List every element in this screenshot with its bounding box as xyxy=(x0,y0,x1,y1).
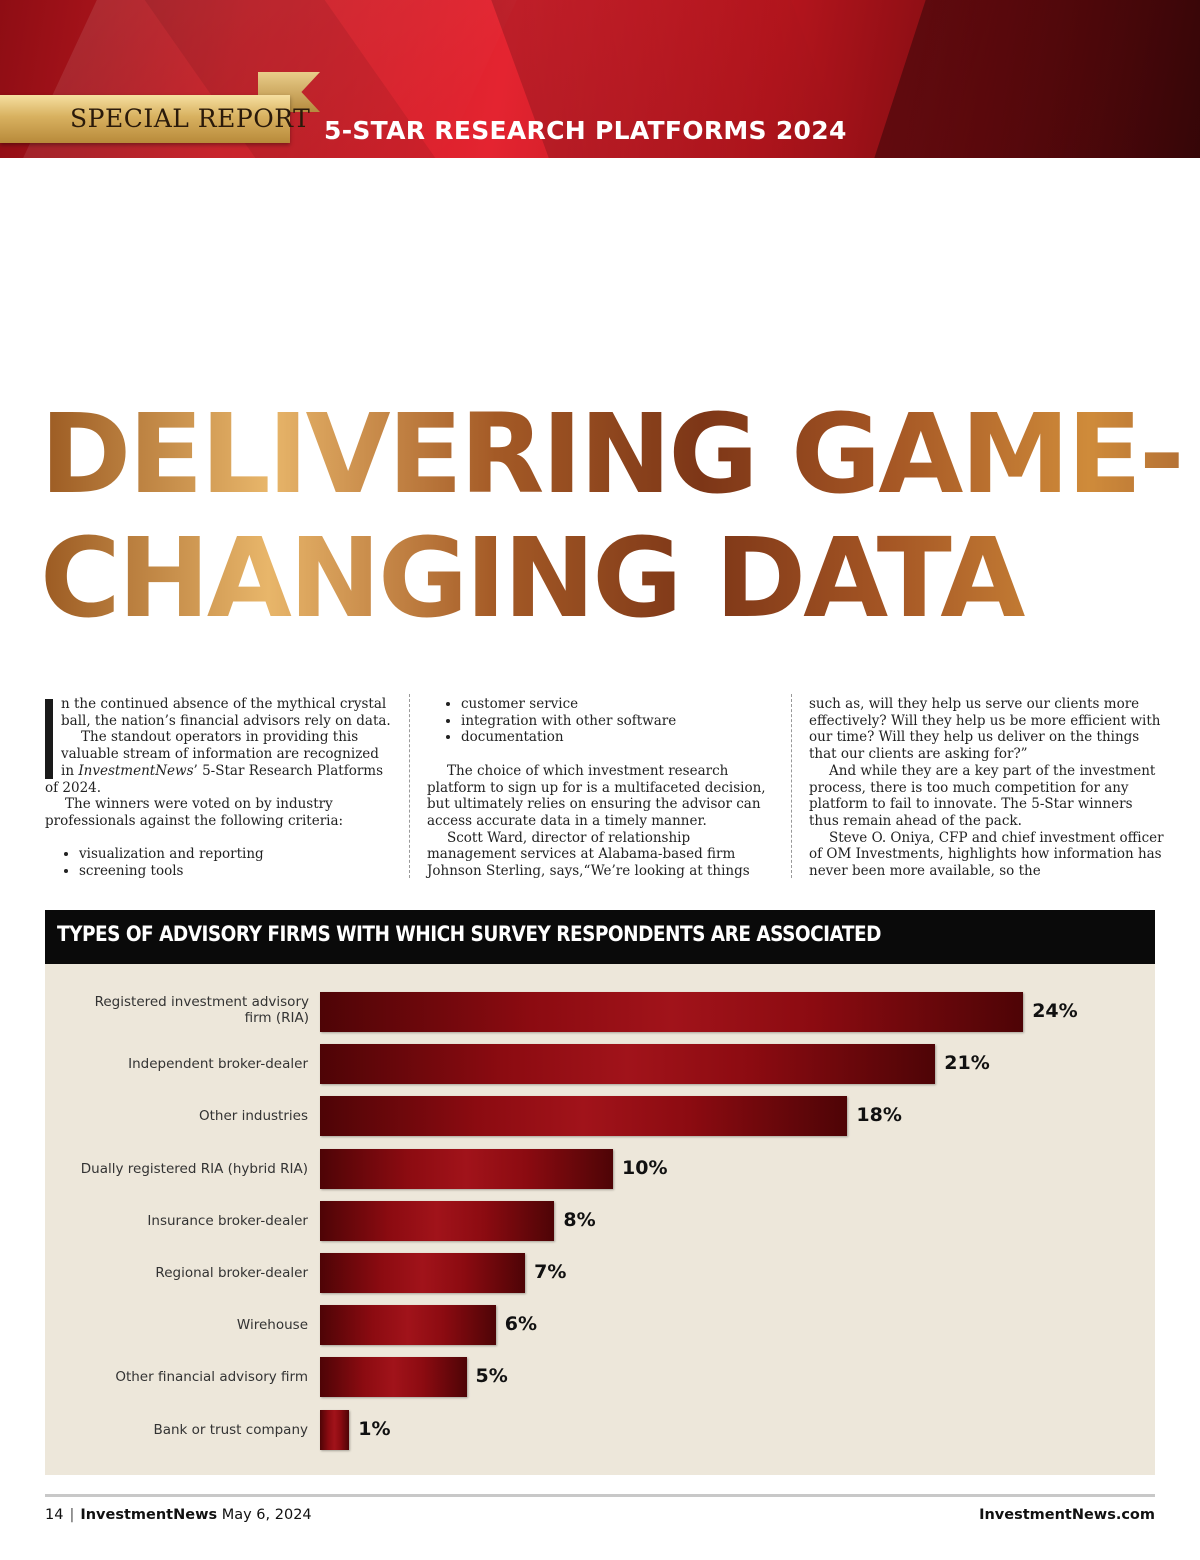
bar-value-label: 18% xyxy=(856,1104,902,1127)
bar-label: Regional broker-dealer xyxy=(155,1265,308,1281)
criteria-list: customer service integration with other … xyxy=(427,696,772,746)
article-column-2: customer service integration with other … xyxy=(427,696,772,880)
bar-label: Wirehouse xyxy=(236,1317,308,1334)
bar-label: Other industries xyxy=(198,1108,308,1125)
paragraph: Scott Ward, director of relationship man… xyxy=(427,829,750,880)
headline-line-2: CHANGING DATA xyxy=(40,514,1023,642)
bar-value-label: 1% xyxy=(358,1417,391,1440)
bar xyxy=(320,992,1024,1032)
list-item: customer service xyxy=(461,696,772,713)
footer-rule xyxy=(45,1494,1155,1497)
bar-value-label: 6% xyxy=(504,1313,538,1336)
criteria-list: visualization and reporting screening to… xyxy=(45,846,395,879)
paragraph: The winners were voted on by industry pr… xyxy=(45,796,344,829)
header-banner: SPECIAL REPORT 5-STAR RESEARCH PLATFORMS… xyxy=(0,0,1200,158)
bar-value-label: 24% xyxy=(1032,1000,1078,1022)
bar xyxy=(320,1409,350,1450)
list-item: visualization and reporting xyxy=(79,846,395,863)
paragraph: Steve O. Oniya, CFP and chief investment… xyxy=(809,829,1164,880)
bar-chart: Registered investment advisory firm (RIA… xyxy=(45,910,1155,1475)
paragraph: The choice of which investment research … xyxy=(427,762,766,829)
bar xyxy=(320,1305,496,1346)
chart-panel: TYPES OF ADVISORY FIRMS WITH WHICH SURVE… xyxy=(45,910,1155,1475)
bar-label: Independent broker-dealer xyxy=(128,1056,308,1073)
page-number: 14 xyxy=(45,1507,64,1523)
paragraph: And while they are a key part of the inv… xyxy=(809,762,1156,829)
series-title: 5-STAR RESEARCH PLATFORMS 2024 xyxy=(324,116,847,145)
publication-name: InvestmentNews xyxy=(80,1507,218,1523)
bar-label: Bank or trust company xyxy=(153,1421,308,1438)
paragraph: n the continued absence of the mythical … xyxy=(61,696,391,729)
bar-value-label: 7% xyxy=(534,1261,567,1283)
page-headline: DELIVERING GAME- CHANGING DATA xyxy=(40,392,1180,640)
paragraph: such as, will they help us serve our cli… xyxy=(809,696,1161,763)
bar xyxy=(320,1096,848,1137)
footer-folio: 14 | InvestmentNews May 6, 2024 xyxy=(45,1507,312,1523)
bar-value-label: 21% xyxy=(944,1052,990,1075)
bar-label: Dually registered RIA (hybrid RIA) xyxy=(80,1160,308,1177)
bar xyxy=(320,1200,555,1241)
bar xyxy=(320,1357,467,1398)
bar-value-label: 5% xyxy=(475,1365,508,1388)
bar xyxy=(320,1148,613,1189)
column-divider xyxy=(791,694,792,878)
bar-value-label: 10% xyxy=(622,1156,668,1179)
paragraph: The standout operators in providing this… xyxy=(45,729,384,796)
drop-cap xyxy=(45,699,53,779)
bar-value-label: 8% xyxy=(563,1208,596,1231)
bar xyxy=(320,1044,936,1085)
issue-date: May 6, 2024 xyxy=(221,1507,312,1523)
bar-label: Insurance broker-dealer xyxy=(147,1212,308,1229)
list-item: screening tools xyxy=(79,863,395,880)
article-column-1: n the continued absence of the mythical … xyxy=(45,696,395,880)
banner-facet xyxy=(874,0,1200,158)
bar-label: Other financial advisory firm xyxy=(115,1369,308,1386)
column-divider xyxy=(409,694,410,878)
bar-label: Registered investment advisory firm (RIA… xyxy=(94,994,309,1026)
headline-line-1: DELIVERING GAME- xyxy=(40,390,1182,518)
article-column-3: such as, will they help us serve our cli… xyxy=(809,696,1164,880)
special-report-label: SPECIAL REPORT xyxy=(70,104,311,133)
bar xyxy=(320,1253,526,1293)
chart-title: TYPES OF ADVISORY FIRMS WITH WHICH SURVE… xyxy=(57,922,881,947)
gold-ribbon xyxy=(0,95,290,143)
list-item: integration with other software xyxy=(461,713,772,730)
chart-header: TYPES OF ADVISORY FIRMS WITH WHICH SURVE… xyxy=(45,910,1155,964)
list-item: documentation xyxy=(461,729,772,746)
website-link[interactable]: InvestmentNews.com xyxy=(979,1507,1155,1523)
